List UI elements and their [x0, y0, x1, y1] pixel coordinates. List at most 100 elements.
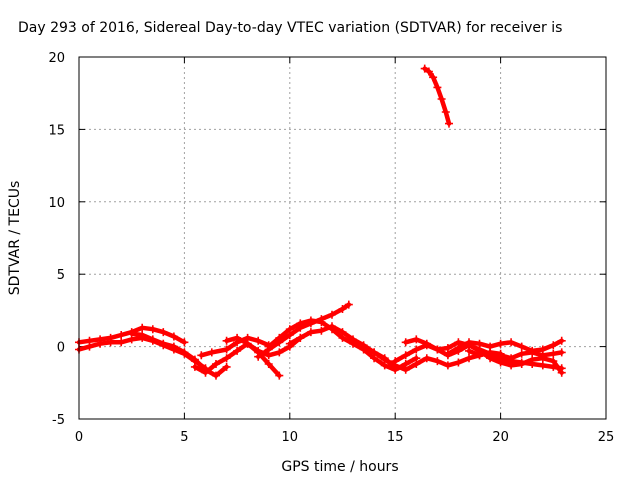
data-point	[538, 361, 547, 370]
data-point	[528, 348, 537, 357]
data-point	[233, 346, 242, 355]
y-tick-label: 20	[48, 51, 65, 66]
data-point	[180, 348, 189, 357]
data-point	[190, 362, 199, 371]
data-point	[496, 339, 505, 348]
data-point	[454, 344, 463, 352]
y-tick-label: 0	[57, 341, 65, 356]
data-point	[422, 354, 431, 363]
data-point	[264, 342, 273, 351]
data-point	[433, 345, 442, 354]
data-point	[233, 333, 242, 342]
data-point	[486, 348, 495, 357]
data-point	[201, 368, 210, 377]
chart-title: Day 293 of 2016, Sidereal Day-to-day VTE…	[18, 20, 562, 36]
data-point	[106, 338, 115, 347]
data-point	[275, 333, 284, 342]
data-point	[412, 335, 421, 344]
data-point	[391, 357, 400, 366]
data-point	[85, 342, 94, 351]
data-point	[169, 332, 178, 341]
data-point	[338, 305, 347, 313]
series-track-15	[420, 64, 453, 128]
data-point	[117, 338, 126, 347]
data-point	[437, 95, 446, 103]
data-point	[127, 329, 136, 338]
data-point	[445, 119, 453, 128]
data-point	[222, 336, 231, 345]
data-point	[433, 83, 442, 92]
data-point	[401, 338, 410, 347]
data-point	[190, 355, 199, 364]
x-tick-label: 25	[598, 430, 615, 445]
data-point	[441, 108, 450, 116]
data-point	[275, 348, 284, 357]
data-point	[138, 323, 147, 332]
data-point	[117, 331, 126, 339]
data-point	[454, 358, 463, 367]
x-axis-label: GPS time / hours	[281, 459, 398, 475]
data-point	[507, 354, 516, 363]
data-point	[557, 336, 566, 345]
data-point	[148, 325, 157, 334]
data-point	[222, 354, 231, 363]
data-point	[254, 352, 263, 361]
data-point	[557, 348, 566, 357]
y-axis-label: SDTVAR / TECUs	[7, 181, 23, 296]
series-track-14	[465, 346, 566, 363]
data-point	[338, 328, 347, 337]
data-point	[370, 348, 379, 357]
data-point	[317, 318, 326, 326]
data-point	[207, 348, 216, 357]
data-point	[285, 325, 294, 334]
data-point	[538, 351, 547, 360]
data-point	[349, 336, 357, 345]
data-point	[138, 331, 147, 339]
data-point	[180, 338, 189, 347]
data-point	[507, 338, 516, 347]
data-point	[496, 358, 505, 367]
data-point	[401, 351, 410, 360]
data-point	[412, 345, 421, 354]
data-point	[557, 368, 566, 377]
data-point	[306, 316, 315, 325]
data-point	[159, 339, 168, 348]
series-trace	[466, 348, 564, 361]
data-point	[212, 371, 220, 380]
data-point	[443, 361, 452, 370]
data-point	[412, 360, 421, 368]
data-point	[429, 73, 438, 82]
data-point	[465, 354, 473, 363]
data-point	[496, 351, 505, 360]
data-point	[243, 339, 252, 348]
data-point	[264, 360, 273, 368]
data-point	[317, 326, 326, 335]
data-point	[517, 360, 526, 368]
data-point	[275, 371, 284, 380]
series-trace	[129, 331, 229, 378]
data-point	[359, 342, 368, 351]
data-point	[306, 328, 315, 337]
tick-labels: 0 5 10 15 20 25 -5 0 5 10 15 20	[48, 51, 614, 445]
data-point	[528, 355, 537, 364]
data-point	[424, 67, 433, 76]
y-tick-label: 15	[48, 123, 65, 138]
data-point	[96, 339, 105, 348]
data-point	[465, 338, 473, 347]
data-point	[475, 339, 484, 348]
data-point	[443, 349, 452, 358]
y-tick-label: -5	[52, 413, 65, 428]
data-point	[296, 319, 305, 328]
data-point	[222, 345, 231, 354]
data-point	[296, 333, 305, 342]
data-point	[344, 300, 353, 309]
x-tick-label: 15	[387, 430, 404, 445]
data-point	[507, 361, 516, 370]
data-point	[401, 365, 410, 374]
x-tick-label: 5	[180, 430, 188, 445]
data-point	[328, 322, 336, 331]
data-point	[517, 342, 526, 351]
plot-frame	[78, 56, 607, 420]
x-tick-label: 10	[282, 430, 299, 445]
